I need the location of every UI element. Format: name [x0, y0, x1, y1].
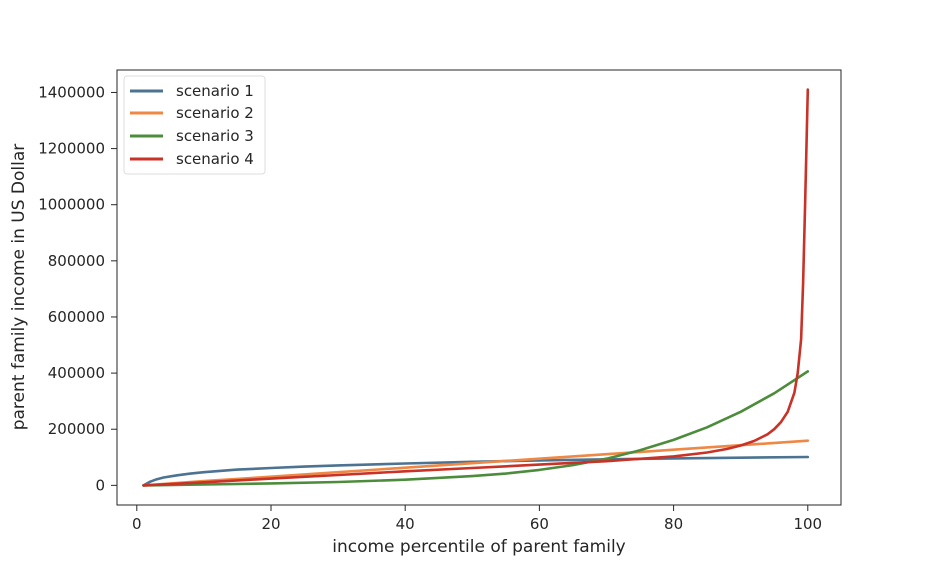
series-line-scenario-4 [142, 88, 810, 487]
legend-label-scenario-3: scenario 3 [176, 127, 254, 145]
x-tick-label: 0 [132, 515, 142, 533]
y-tick-label: 1400000 [38, 83, 105, 101]
y-tick-label: 400000 [48, 364, 105, 382]
legend-label-scenario-1: scenario 1 [176, 82, 254, 100]
legend: scenario 1 scenario 2 scenario 3 scenari… [123, 75, 266, 175]
y-tick-label: 600000 [48, 308, 105, 326]
x-tick-label: 40 [396, 515, 415, 533]
y-axis-label: parent family income in US Dollar [9, 144, 29, 431]
legend-label-scenario-4: scenario 4 [176, 150, 254, 168]
y-axis-ticks: 0 200000 400000 600000 800000 1000000 1200000 1… [38, 83, 117, 494]
y-tick-label: 0 [95, 476, 105, 494]
series-lines [142, 88, 810, 487]
x-axis-ticks: 0 20 40 60 80 100 [132, 505, 822, 533]
x-tick-label: 80 [664, 515, 683, 533]
x-axis-label: income percentile of parent family [332, 537, 625, 557]
legend-label-scenario-2: scenario 2 [176, 104, 254, 122]
series-line-scenario-3 [142, 370, 810, 487]
legend-frame [123, 75, 266, 175]
x-tick-label: 20 [261, 515, 280, 533]
y-tick-label: 800000 [48, 252, 105, 270]
y-tick-label: 1000000 [38, 196, 105, 214]
y-tick-label: 1200000 [38, 140, 105, 158]
x-tick-label: 60 [530, 515, 549, 533]
x-tick-label: 100 [793, 515, 822, 533]
y-tick-label: 200000 [48, 420, 105, 438]
series-line-scenario-2 [142, 439, 810, 487]
